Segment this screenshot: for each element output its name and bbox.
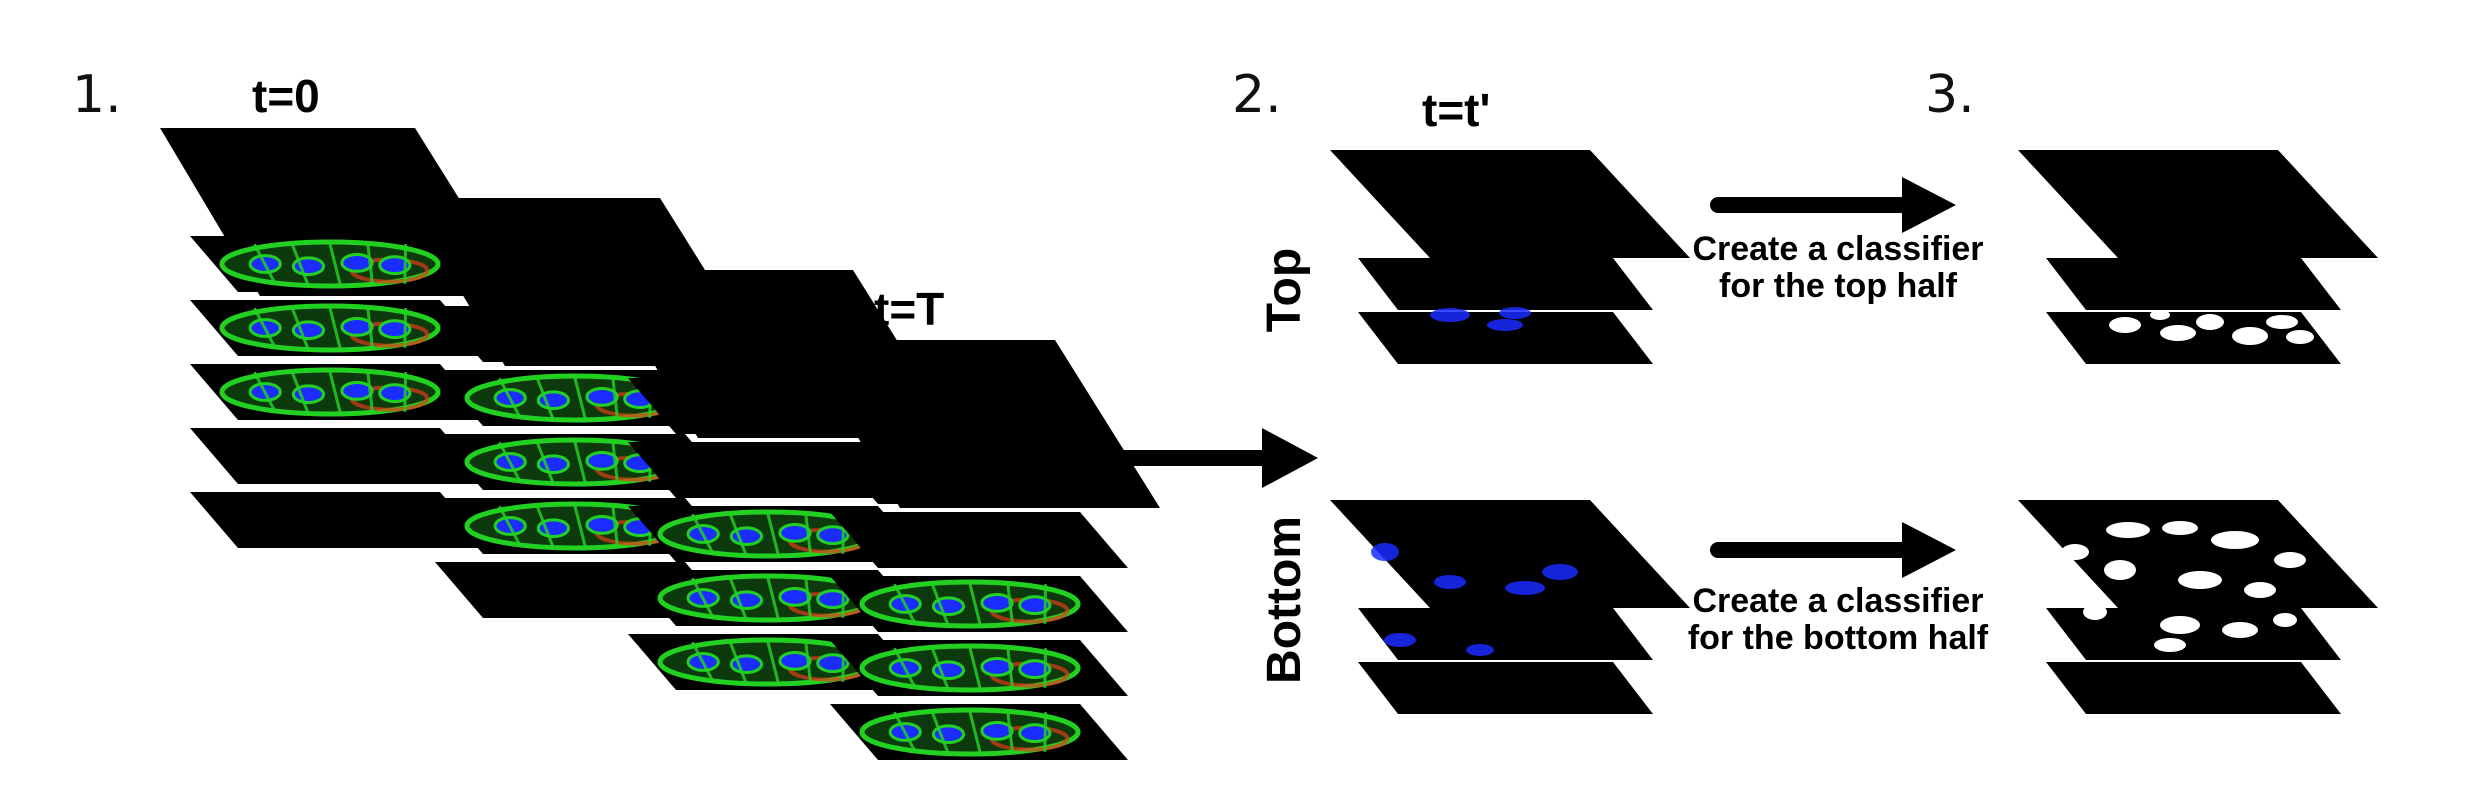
top-caption-line1: Create a classifier xyxy=(1692,230,1983,268)
slice-tissue xyxy=(219,367,441,417)
step-2-number: 2. xyxy=(1232,65,1282,125)
top-half-label: Top xyxy=(1258,248,1311,332)
slice-tissue xyxy=(219,239,441,289)
step-1-number: 1. xyxy=(72,65,122,125)
plane-top xyxy=(1330,150,1690,258)
top-plane-content xyxy=(1371,543,1578,656)
slice-tissue xyxy=(657,637,879,687)
stack-slice xyxy=(830,512,1128,568)
slice-tissue xyxy=(859,643,1081,693)
slice-tissue xyxy=(859,579,1081,629)
plane-bottom xyxy=(2046,662,2341,714)
top-plane-content xyxy=(2109,310,2314,345)
slice-tissue xyxy=(219,303,441,353)
bottom-caption-line2: for the bottom half xyxy=(1688,619,1989,657)
stack-t0 xyxy=(160,128,520,548)
mask-stack-top xyxy=(2018,150,2378,364)
plane-top xyxy=(2018,150,2378,258)
mask-stack-bottom xyxy=(2018,500,2378,714)
stack-slice xyxy=(190,428,488,484)
top-caption-line2: for the top half xyxy=(1719,267,1958,305)
plane-bottom xyxy=(1358,312,1653,364)
slice-tissue xyxy=(657,509,879,559)
plane-mid xyxy=(1358,608,1653,660)
right-arrow-icon xyxy=(1067,428,1318,488)
tprime-label: t=t' xyxy=(1422,84,1490,136)
right-arrow-icon xyxy=(1710,177,1956,233)
top-plane-content xyxy=(2061,521,2306,652)
bottom-half-label: Bottom xyxy=(1258,516,1311,684)
bottom-caption-line1: Create a classifier xyxy=(1692,582,1983,620)
stack-bottom-half xyxy=(1330,500,1690,714)
slice-tissue xyxy=(859,707,1081,757)
plane-mid xyxy=(2046,608,2341,660)
top-plane-content xyxy=(1430,307,1531,331)
stack-slice xyxy=(190,492,488,548)
stack-tT xyxy=(800,340,1160,760)
step-3-number: 3. xyxy=(1925,65,1975,125)
stack-slice xyxy=(830,448,1128,504)
plane-mid xyxy=(2046,258,2341,310)
plane-mid xyxy=(1358,258,1653,310)
right-arrow-icon xyxy=(1710,522,1956,578)
stack-top-half xyxy=(1330,150,1690,364)
plane-bottom xyxy=(1358,662,1653,714)
t0-label: t=0 xyxy=(252,70,320,122)
plane-top xyxy=(1330,500,1690,608)
slice-tissue xyxy=(657,573,879,623)
